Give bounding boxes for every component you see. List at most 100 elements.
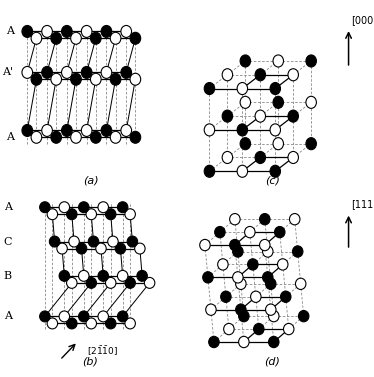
Circle shape <box>88 236 99 247</box>
Circle shape <box>222 152 233 164</box>
Circle shape <box>62 124 72 136</box>
Circle shape <box>260 213 270 225</box>
Circle shape <box>236 304 246 315</box>
Circle shape <box>121 66 132 78</box>
Circle shape <box>79 270 89 281</box>
Circle shape <box>127 236 138 247</box>
Circle shape <box>98 270 108 281</box>
Circle shape <box>240 96 251 108</box>
Circle shape <box>67 209 77 220</box>
Circle shape <box>22 66 33 78</box>
Circle shape <box>125 209 135 220</box>
Circle shape <box>108 236 118 247</box>
Circle shape <box>254 323 264 335</box>
Circle shape <box>101 26 112 37</box>
Circle shape <box>86 209 96 220</box>
Circle shape <box>31 73 42 85</box>
Circle shape <box>101 124 112 136</box>
Circle shape <box>47 318 58 329</box>
Circle shape <box>101 66 112 78</box>
Circle shape <box>269 336 279 348</box>
Circle shape <box>275 227 285 238</box>
Circle shape <box>125 277 135 288</box>
Circle shape <box>255 110 266 122</box>
Circle shape <box>125 318 135 329</box>
Text: (c): (c) <box>265 175 280 185</box>
Circle shape <box>115 243 126 254</box>
Circle shape <box>86 318 96 329</box>
Circle shape <box>130 131 141 143</box>
Circle shape <box>204 83 215 95</box>
Circle shape <box>71 73 81 85</box>
Circle shape <box>96 243 106 254</box>
Circle shape <box>204 124 215 136</box>
Circle shape <box>67 318 77 329</box>
Circle shape <box>51 32 62 44</box>
Circle shape <box>263 246 273 257</box>
Text: [2$\bar{1}\bar{1}$0]: [2$\bar{1}\bar{1}$0] <box>87 344 118 357</box>
Text: [0001]: [0001] <box>352 15 374 25</box>
Text: (a): (a) <box>83 175 99 185</box>
Circle shape <box>298 311 309 322</box>
Circle shape <box>121 26 132 37</box>
Circle shape <box>62 26 72 37</box>
Circle shape <box>98 202 108 213</box>
Circle shape <box>288 152 298 164</box>
Circle shape <box>306 55 316 67</box>
Circle shape <box>62 66 72 78</box>
Circle shape <box>233 272 243 283</box>
Circle shape <box>269 311 279 322</box>
Circle shape <box>59 202 70 213</box>
Text: A: A <box>4 311 12 322</box>
Text: A: A <box>6 132 13 142</box>
Circle shape <box>31 32 42 44</box>
Circle shape <box>204 165 215 177</box>
Circle shape <box>206 304 216 315</box>
Circle shape <box>270 124 280 136</box>
Circle shape <box>240 138 251 150</box>
Circle shape <box>237 83 248 95</box>
Text: (b): (b) <box>82 356 98 366</box>
Circle shape <box>215 227 225 238</box>
Circle shape <box>222 110 233 122</box>
Circle shape <box>91 73 101 85</box>
Circle shape <box>239 336 249 348</box>
Circle shape <box>105 277 116 288</box>
Circle shape <box>270 165 280 177</box>
Circle shape <box>222 69 233 81</box>
Circle shape <box>117 202 128 213</box>
Circle shape <box>40 202 50 213</box>
Circle shape <box>266 304 276 315</box>
Circle shape <box>224 323 234 335</box>
Circle shape <box>81 26 92 37</box>
Circle shape <box>71 131 81 143</box>
Circle shape <box>130 32 141 44</box>
Circle shape <box>283 323 294 335</box>
Circle shape <box>71 32 81 44</box>
Circle shape <box>59 270 70 281</box>
Circle shape <box>76 243 87 254</box>
Circle shape <box>51 73 62 85</box>
Text: [111]: [111] <box>352 199 374 210</box>
Circle shape <box>47 209 58 220</box>
Circle shape <box>81 66 92 78</box>
Circle shape <box>230 213 240 225</box>
Circle shape <box>22 26 33 37</box>
Circle shape <box>117 270 128 281</box>
Text: B: B <box>4 271 12 281</box>
Circle shape <box>233 246 243 257</box>
Circle shape <box>79 202 89 213</box>
Circle shape <box>288 110 298 122</box>
Circle shape <box>306 96 316 108</box>
Circle shape <box>273 138 283 150</box>
Circle shape <box>289 213 300 225</box>
Circle shape <box>121 124 132 136</box>
Circle shape <box>98 311 108 322</box>
Text: A: A <box>6 26 13 37</box>
Circle shape <box>278 259 288 270</box>
Circle shape <box>260 239 270 251</box>
Circle shape <box>42 26 52 37</box>
Circle shape <box>236 278 246 290</box>
Circle shape <box>49 236 60 247</box>
Circle shape <box>251 291 261 302</box>
